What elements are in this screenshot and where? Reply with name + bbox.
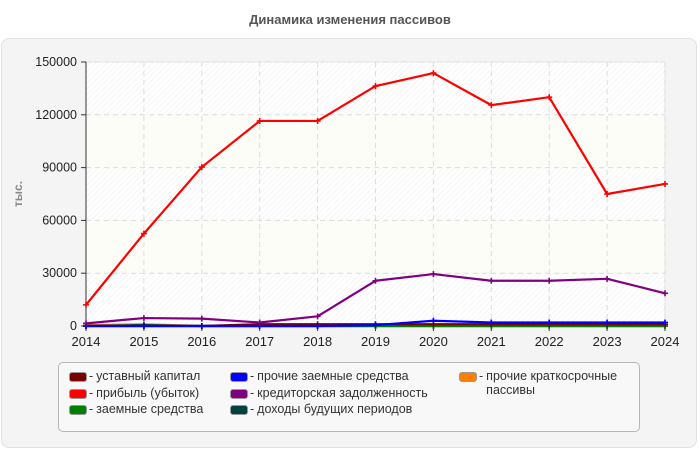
data-point-marker	[372, 83, 379, 90]
data-point-marker	[546, 94, 553, 101]
legend-swatch-icon	[69, 388, 87, 399]
data-point-marker	[604, 319, 611, 326]
data-point-marker	[140, 315, 147, 322]
legend-column-2: - прочие заемные средства - кредиторская з…	[230, 369, 428, 419]
data-point-marker	[372, 322, 379, 329]
legend-swatch-icon	[230, 388, 248, 399]
legend-item-kreditorskaya: - кредиторская задолженность	[230, 386, 428, 403]
data-point-marker	[198, 323, 205, 329]
y-tick-label: 0	[70, 319, 77, 333]
x-tick-label: 2018	[303, 334, 332, 349]
y-axis-title: тыс.	[11, 181, 25, 207]
data-point-marker	[314, 313, 321, 320]
legend-column-3: - прочие краткосрочные пассивы	[459, 369, 617, 397]
chart-legend: - уставный капитал - прибыль (убыток) - зае…	[58, 362, 640, 432]
x-tick-label: 2021	[477, 334, 506, 349]
data-point-marker	[662, 290, 668, 297]
legend-label-line2: пассивы	[486, 383, 535, 397]
data-point-marker	[546, 277, 553, 284]
plot-band	[86, 167, 665, 221]
data-point-marker	[83, 301, 89, 308]
y-tick-label: 150000	[35, 55, 77, 69]
legend-item-prochie-zaemnye: - прочие заемные средства	[230, 369, 428, 386]
legend-label: прочие заемные средства	[257, 369, 409, 383]
x-tick-label: 2015	[129, 334, 158, 349]
data-point-marker	[488, 102, 495, 109]
data-point-marker	[314, 323, 321, 329]
legend-item-prochie-kratkosrochnye: - прочие краткосрочные пассивы	[459, 369, 617, 397]
legend-label-line1: прочие краткосрочные	[486, 369, 618, 383]
data-point-marker	[140, 230, 147, 237]
data-point-marker	[662, 180, 668, 187]
y-tick-label: 30000	[42, 266, 77, 280]
data-point-marker	[256, 319, 263, 326]
legend-label: прочие краткосрочные пассивы	[486, 369, 617, 397]
legend-swatch-icon	[69, 405, 87, 415]
data-point-marker	[430, 317, 437, 324]
x-tick-label: 2019	[361, 334, 390, 349]
data-point-marker	[488, 277, 495, 284]
x-tick-label: 2020	[419, 334, 448, 349]
x-tick-label: 2017	[245, 334, 274, 349]
y-tick-label: 90000	[42, 161, 77, 175]
legend-column-1: - уставный капитал - прибыль (убыток) - зае…	[69, 369, 203, 419]
data-point-marker	[546, 319, 553, 326]
x-tick-label: 2014	[72, 334, 101, 349]
legend-label: доходы будущих периодов	[257, 402, 413, 416]
x-tick-label: 2024	[651, 334, 680, 349]
legend-label: заемные средства	[96, 402, 204, 416]
data-point-marker	[372, 277, 379, 284]
chart-title: Динамика изменения пассивов	[249, 12, 451, 27]
legend-swatch-icon	[230, 372, 248, 382]
data-point-marker	[140, 323, 147, 329]
data-point-marker	[430, 271, 437, 278]
data-point-marker	[430, 70, 437, 77]
x-tick-label: 2016	[187, 334, 216, 349]
legend-item-dohody-budushchih: - доходы будущих периодов	[230, 402, 428, 419]
legend-label: кредиторская задолженность	[257, 385, 428, 400]
data-point-marker	[662, 319, 668, 326]
data-point-marker	[314, 117, 321, 124]
data-point-marker	[198, 164, 205, 171]
legend-swatch-icon	[69, 372, 87, 382]
legend-item-ustavny-kapital: - уставный капитал	[69, 369, 203, 386]
legend-label: уставный капитал	[96, 369, 201, 383]
legend-swatch-icon	[230, 405, 248, 415]
data-point-marker	[604, 191, 611, 197]
data-point-marker	[83, 320, 89, 327]
x-tick-label: 2022	[535, 334, 564, 349]
y-tick-label: 60000	[42, 213, 77, 227]
data-point-marker	[488, 319, 495, 326]
legend-item-pribyl: - прибыль (убыток)	[69, 386, 203, 403]
data-point-marker	[256, 117, 263, 124]
data-point-marker	[198, 315, 205, 322]
legend-swatch-icon	[459, 372, 477, 382]
legend-item-zaemnye-sredstva: - заемные средства	[69, 402, 203, 419]
y-tick-label: 120000	[35, 108, 77, 122]
x-tick-label: 2023	[593, 334, 622, 349]
legend-label: прибыль (убыток)	[96, 385, 200, 400]
plot-band	[86, 114, 665, 168]
data-point-marker	[604, 275, 611, 282]
